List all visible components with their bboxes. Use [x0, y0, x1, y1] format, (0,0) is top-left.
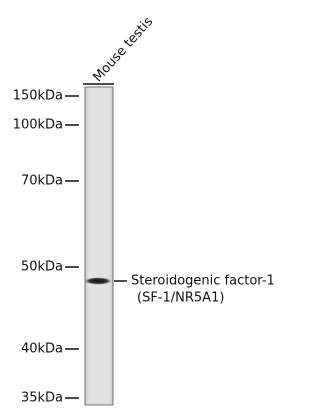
- western-blot: Mouse testis Steroidogenic factor-1 (SF-…: [0, 0, 297, 412]
- marker-label: 35kDa: [21, 391, 63, 406]
- marker-label: 50kDa: [21, 260, 63, 275]
- band: [85, 278, 111, 285]
- band-label: Steroidogenic factor-1: [131, 274, 275, 289]
- band-label: (SF-1/NR5A1): [137, 291, 224, 306]
- lane-label: Mouse testis: [90, 14, 156, 85]
- marker-label: 70kDa: [21, 174, 63, 189]
- marker-label: 150kDa: [13, 89, 63, 104]
- marker-label: 100kDa: [13, 118, 63, 133]
- lane: [85, 87, 113, 405]
- marker-label: 40kDa: [21, 342, 63, 357]
